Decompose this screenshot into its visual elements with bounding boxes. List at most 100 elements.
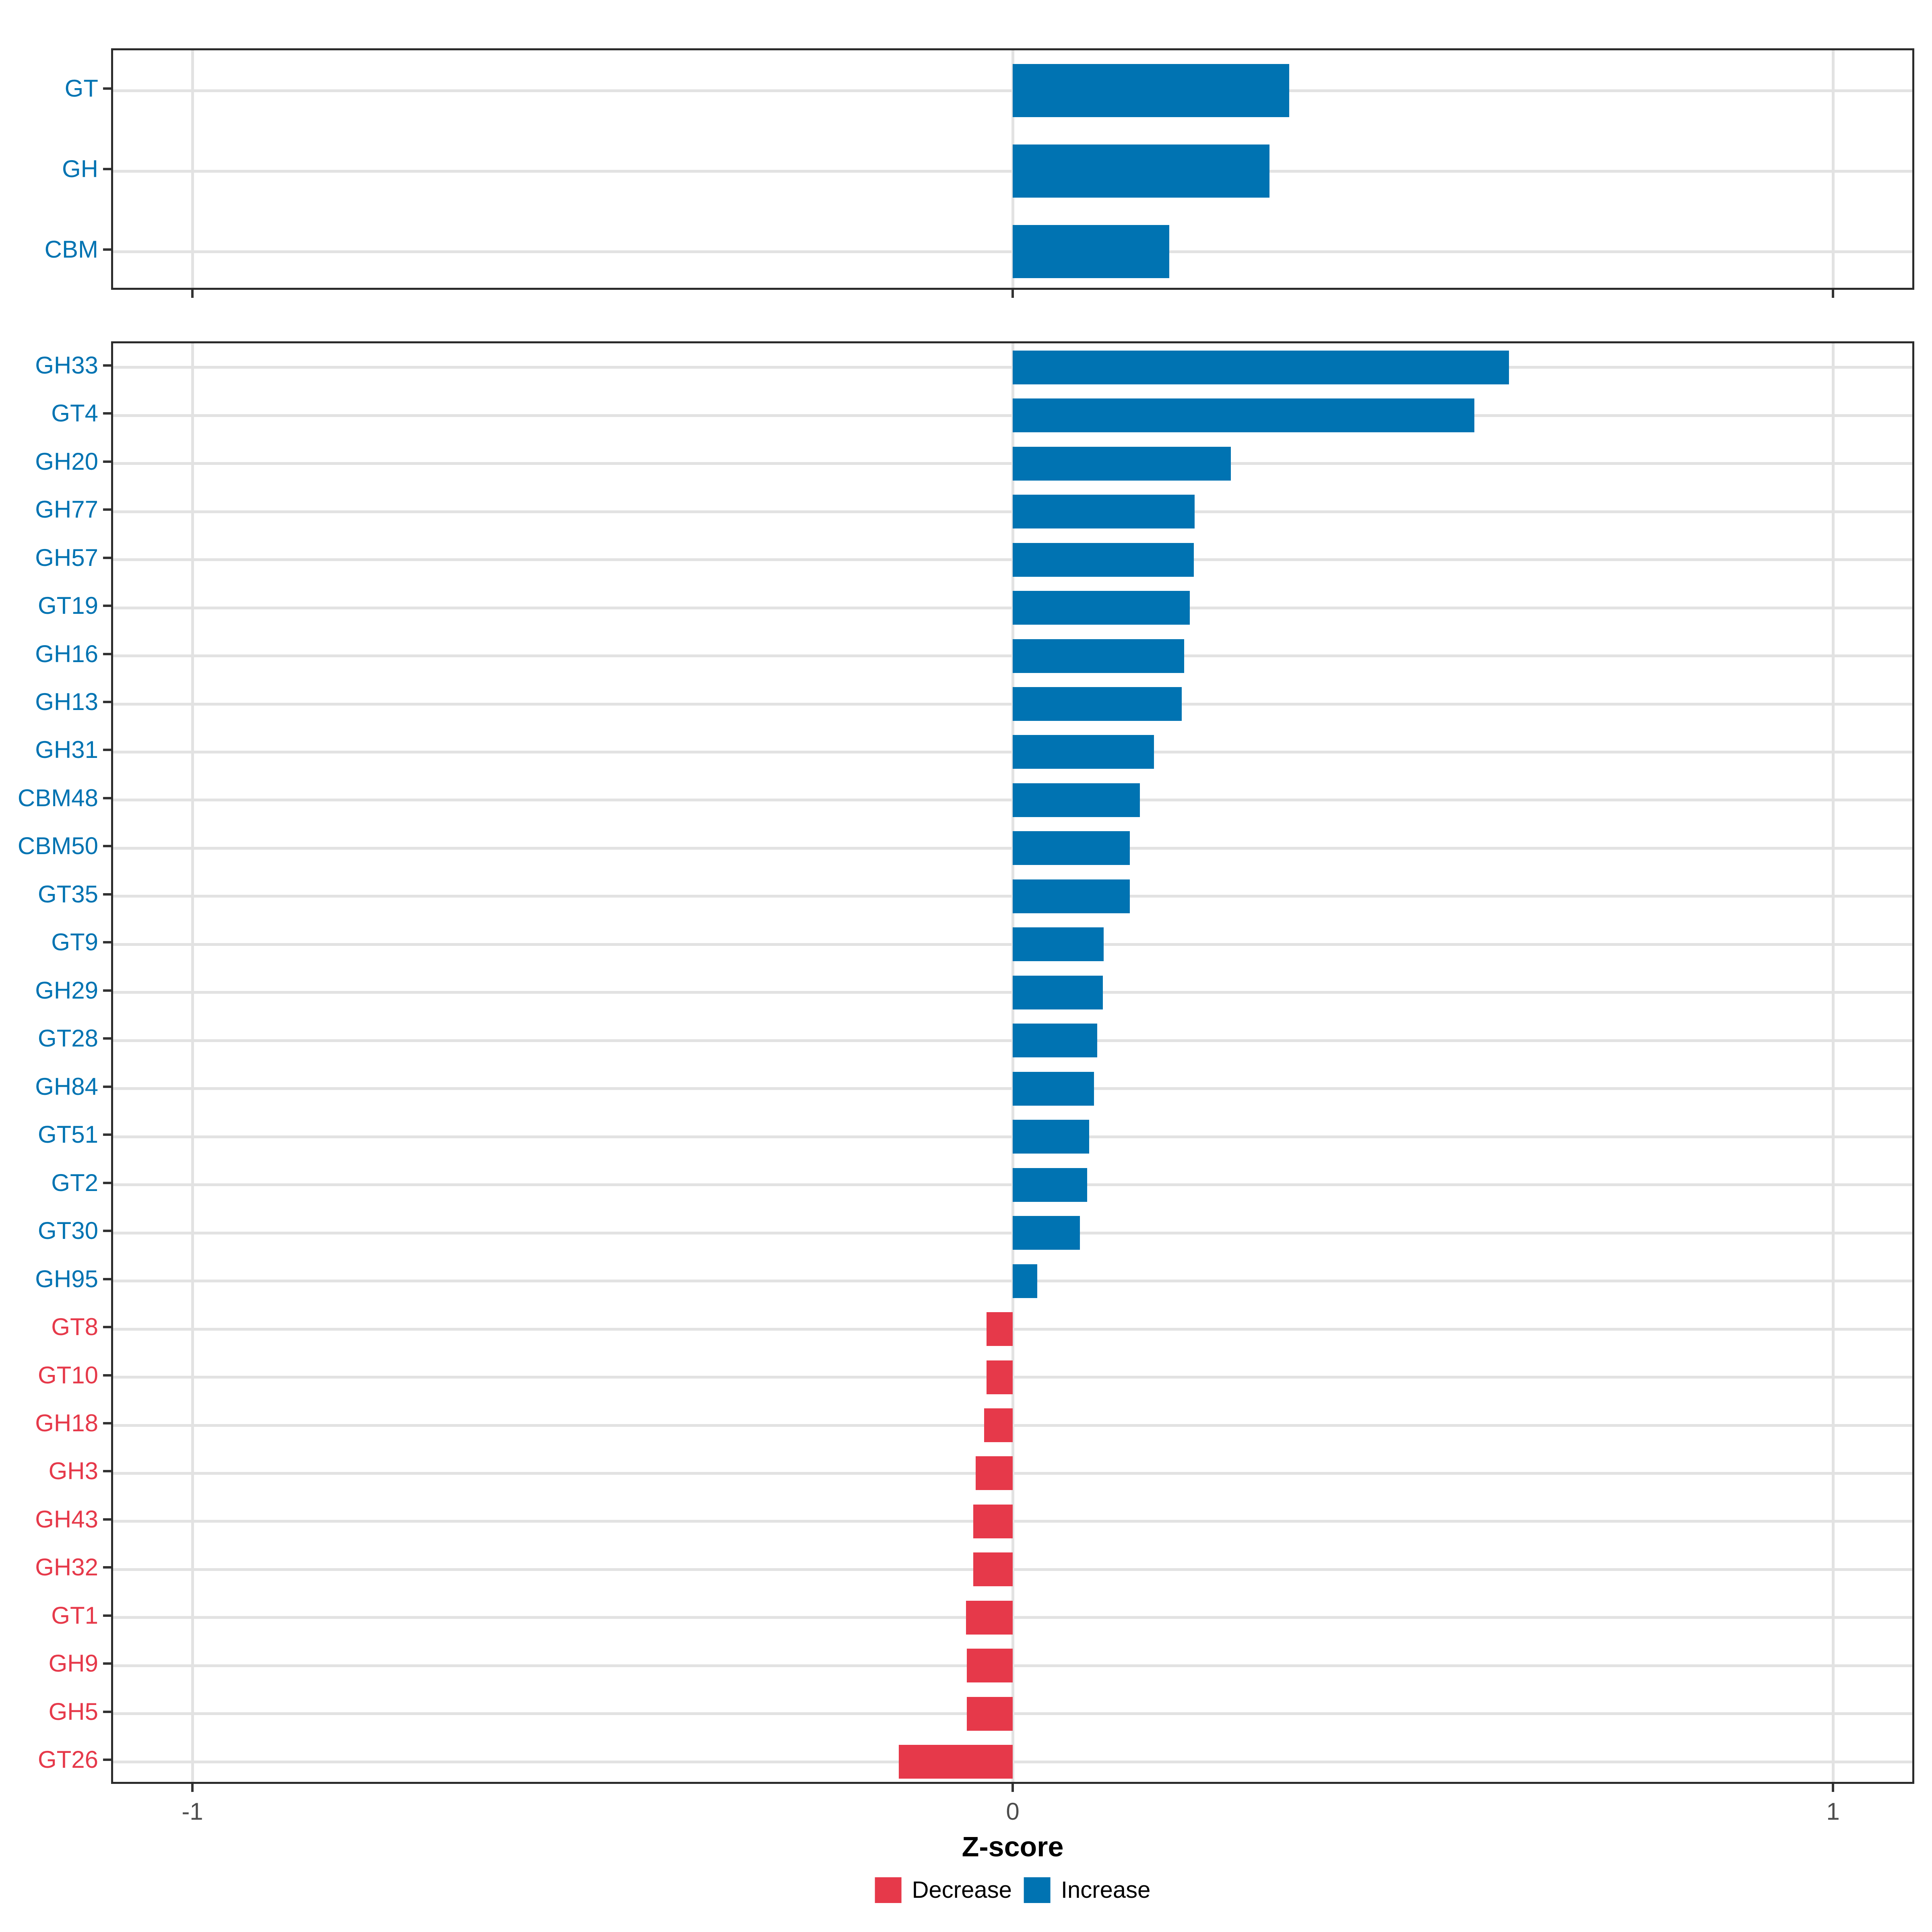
y-axis-label-GH32: GH32 — [35, 1554, 98, 1581]
bar-GH20 — [1013, 446, 1231, 481]
y-axis-label-GH77: GH77 — [35, 496, 98, 523]
bar-CBM — [1013, 225, 1170, 278]
bar-GT26 — [898, 1745, 1013, 1779]
bar-GT8 — [986, 1312, 1013, 1346]
y-axis-tick — [103, 701, 111, 703]
x-axis-tick — [1832, 1784, 1834, 1792]
y-axis-label-GH33: GH33 — [35, 351, 98, 379]
y-axis-label-GT30: GT30 — [37, 1217, 98, 1245]
y-axis-label-GT10: GT10 — [37, 1361, 98, 1389]
y-axis-label-GT4: GT4 — [51, 400, 98, 427]
x-axis-tick — [191, 1784, 194, 1792]
y-axis-tick — [103, 87, 111, 90]
x-tick-label-1: 1 — [1826, 1798, 1840, 1825]
y-axis-label-GT9: GT9 — [51, 929, 98, 956]
y-axis-label-CBM48: CBM48 — [17, 784, 98, 811]
y-axis-tick — [103, 1566, 111, 1569]
h-gridline — [113, 1424, 1912, 1427]
bar-GT4 — [1013, 398, 1475, 433]
bar-GH16 — [1013, 639, 1184, 673]
v-gridline — [1832, 50, 1835, 288]
y-axis-tick — [103, 1374, 111, 1377]
y-axis-tick — [103, 364, 111, 367]
y-axis-label-GH95: GH95 — [35, 1265, 98, 1292]
bar-GH43 — [973, 1504, 1013, 1538]
y-axis-label-GT8: GT8 — [51, 1313, 98, 1341]
h-gridline — [113, 1472, 1912, 1475]
h-gridline — [113, 1376, 1912, 1379]
bar-CBM48 — [1013, 783, 1140, 817]
y-axis-tick — [103, 556, 111, 559]
bar-GT2 — [1013, 1168, 1088, 1202]
y-axis-label-GH16: GH16 — [35, 640, 98, 667]
h-gridline — [113, 1616, 1912, 1619]
y-axis-tick — [103, 652, 111, 655]
x-axis-tick — [191, 290, 194, 298]
x-axis-tick — [1832, 290, 1834, 298]
bar-GH29 — [1013, 975, 1103, 1009]
h-gridline — [113, 1760, 1912, 1763]
bar-GH33 — [1013, 350, 1509, 384]
y-axis-tick — [103, 1614, 111, 1617]
legend-item-decrease: Decrease — [875, 1876, 1012, 1903]
y-axis-tick — [103, 1422, 111, 1424]
y-axis-tick — [103, 845, 111, 848]
bar-GH32 — [973, 1552, 1013, 1587]
y-axis-tick — [103, 1181, 111, 1184]
v-gridline — [1011, 343, 1014, 1782]
bar-GT10 — [986, 1360, 1013, 1394]
y-axis-label-GH31: GH31 — [35, 736, 98, 764]
panel-cazyme-families — [111, 341, 1914, 1784]
y-axis-label-GT35: GT35 — [37, 880, 98, 908]
h-gridline — [113, 1327, 1912, 1331]
y-axis-label-CBM: CBM — [44, 236, 98, 263]
legend: Decrease Increase — [875, 1876, 1150, 1903]
v-gridline — [191, 343, 194, 1782]
bar-GH84 — [1013, 1071, 1094, 1106]
y-axis-label-GT28: GT28 — [37, 1025, 98, 1052]
y-axis-label-GH13: GH13 — [35, 688, 98, 715]
bar-GH5 — [966, 1697, 1013, 1731]
x-axis-tick — [1011, 290, 1014, 298]
bar-GT35 — [1013, 879, 1130, 913]
y-axis-tick — [103, 508, 111, 511]
y-axis-tick — [103, 941, 111, 944]
y-axis-label-GH18: GH18 — [35, 1410, 98, 1437]
y-axis-tick — [103, 1037, 111, 1040]
v-gridline — [1832, 343, 1835, 1782]
panel-cazyme-classes — [111, 48, 1914, 290]
y-axis-label-GH29: GH29 — [35, 976, 98, 1004]
y-axis-tick — [103, 1710, 111, 1713]
bar-GH95 — [1013, 1264, 1038, 1298]
bar-GH13 — [1013, 687, 1182, 721]
bar-GH57 — [1013, 543, 1194, 577]
y-axis-tick — [103, 248, 111, 251]
x-axis-title: Z-score — [962, 1831, 1064, 1862]
h-gridline — [113, 1712, 1912, 1715]
y-axis-tick — [103, 605, 111, 607]
x-tick-label-0: 0 — [1006, 1798, 1020, 1825]
y-axis-label-GT: GT — [64, 75, 98, 102]
legend-label-increase: Increase — [1061, 1877, 1151, 1903]
bar-GT — [1013, 64, 1289, 117]
y-axis-tick — [103, 1230, 111, 1232]
bar-GT1 — [966, 1600, 1013, 1635]
y-axis-tick — [103, 797, 111, 799]
bar-GT19 — [1013, 591, 1190, 625]
y-axis-label-GT2: GT2 — [51, 1169, 98, 1196]
y-axis-label-GT19: GT19 — [37, 592, 98, 619]
y-axis-tick — [103, 1133, 111, 1136]
legend-label-decrease: Decrease — [912, 1877, 1012, 1903]
y-axis-label-GH84: GH84 — [35, 1073, 98, 1100]
y-axis-label-GH9: GH9 — [48, 1650, 98, 1677]
bar-GH9 — [966, 1649, 1013, 1683]
bar-GH3 — [976, 1456, 1013, 1490]
y-axis-tick — [103, 1759, 111, 1761]
h-gridline — [113, 1664, 1912, 1667]
bar-GH18 — [984, 1408, 1013, 1442]
y-axis-label-GH5: GH5 — [48, 1698, 98, 1725]
legend-item-increase: Increase — [1024, 1876, 1150, 1903]
y-axis-tick — [103, 1085, 111, 1088]
y-axis-tick — [103, 893, 111, 896]
